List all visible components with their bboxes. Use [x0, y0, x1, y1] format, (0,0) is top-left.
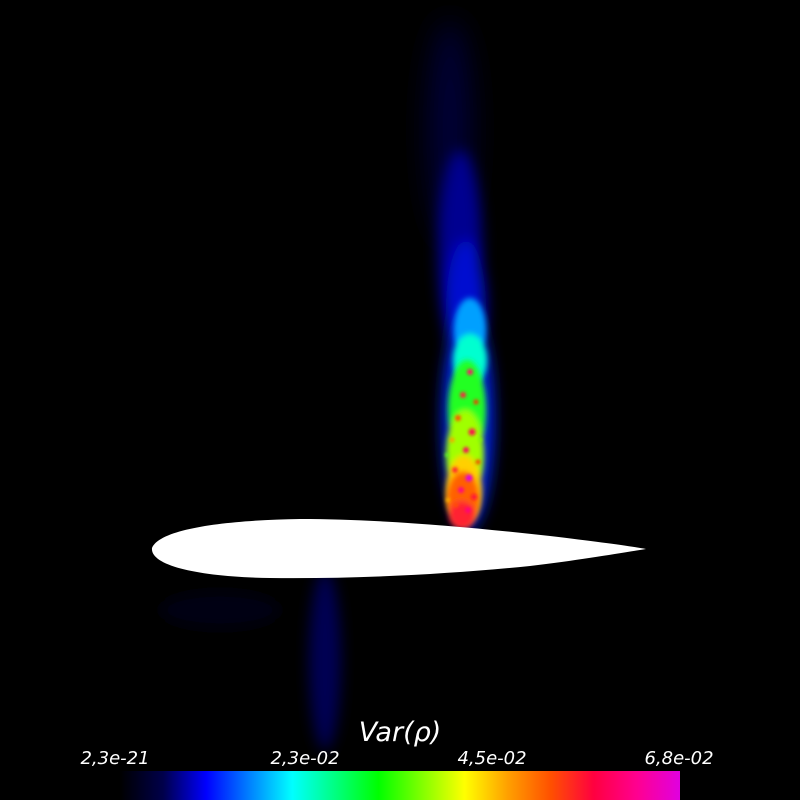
colorbar-title: Var(ρ) [358, 717, 442, 748]
airfoil-shape [151, 519, 646, 579]
wake-faint-lower [160, 570, 341, 750]
colorbar-tick-label-3: 4,5e-02 [457, 748, 527, 769]
colorbar-tick-label-2: 2,3e-02 [270, 748, 340, 769]
plume-turbulent-spots [445, 369, 482, 513]
colorbar-gradient [120, 771, 680, 800]
colorbar-max-label: 6,8e-02 [644, 748, 714, 769]
colorbar-min-label: 2,3e-21 [80, 748, 150, 769]
